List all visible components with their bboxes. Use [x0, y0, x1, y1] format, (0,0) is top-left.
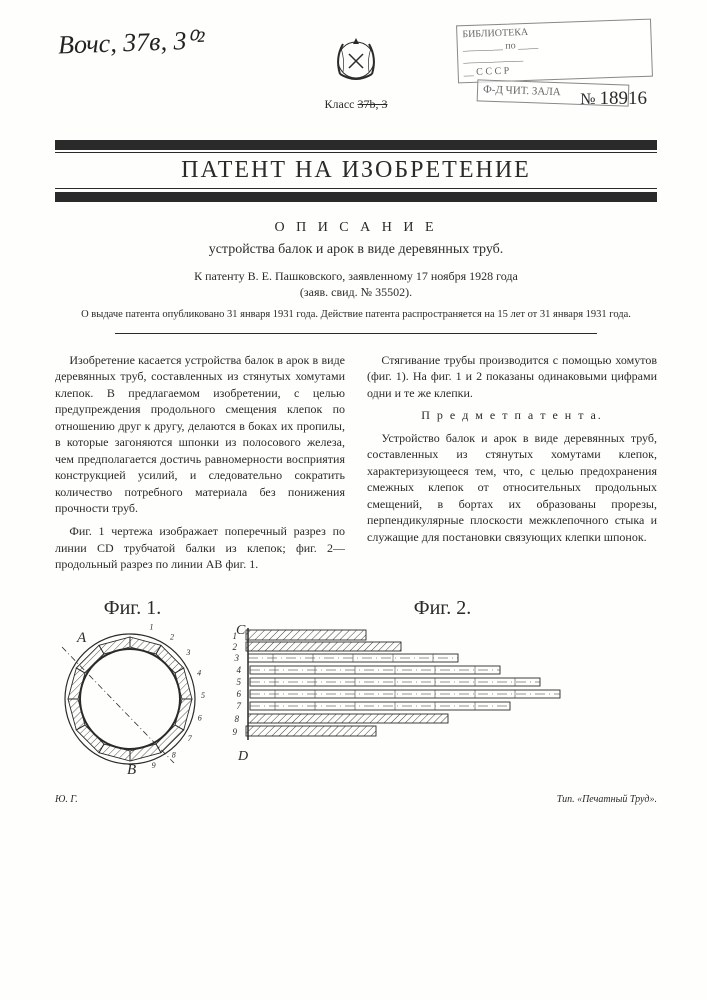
applicant-meta: К патенту В. Е. Пашковского, заявленному…: [55, 268, 657, 300]
claim-heading: П р е д м е т п а т е н т а.: [367, 407, 657, 424]
body-paragraph: Стягивание трубы производится с помощью …: [367, 352, 657, 402]
svg-text:8: 8: [235, 714, 240, 724]
figure-2-label: Фиг. 2.: [228, 597, 657, 620]
title-banner: ПАТЕНТ НА ИЗОБРЕТЕНИЕ: [55, 140, 657, 202]
figures-row: Фиг. 1. AB123456789 Фиг. 2. 123456789CD: [55, 597, 657, 784]
svg-text:4: 4: [197, 668, 201, 677]
svg-text:2: 2: [233, 642, 238, 652]
applicant-line: К патенту В. Е. Пашковского, заявленному…: [55, 268, 657, 284]
svg-text:4: 4: [237, 665, 242, 675]
column-left: Изобретение касается устройства балок в …: [55, 352, 345, 579]
patent-no-value: 18916: [600, 88, 648, 109]
body-paragraph: Изобретение касается устройства балок в …: [55, 352, 345, 517]
svg-text:6: 6: [198, 713, 202, 722]
svg-text:3: 3: [234, 653, 240, 663]
class-label: Класс: [325, 97, 355, 111]
publication-note: О выдаче патента опубликовано 31 января …: [55, 308, 657, 322]
svg-text:5: 5: [237, 677, 242, 687]
svg-text:7: 7: [237, 701, 242, 711]
svg-text:B: B: [127, 762, 136, 778]
svg-text:D: D: [237, 749, 248, 764]
svg-text:1: 1: [150, 624, 154, 631]
figure-2: Фиг. 2. 123456789CD: [228, 597, 657, 769]
figure-1-svg: A B 1 2 3 4 5 6 7 8 9: [55, 624, 210, 779]
svg-text:9: 9: [152, 761, 156, 770]
svg-text:2: 2: [170, 632, 174, 641]
banner-text: ПАТЕНТ НА ИЗОБРЕТЕНИЕ: [55, 152, 657, 189]
footer: Ю. Г. Тип. «Печатный Труд».: [55, 794, 657, 805]
invention-title: устройства балок и арок в виде деревянны…: [55, 242, 657, 258]
figure-1: Фиг. 1. A B 1 2 3 4 5 6 7 8 9: [55, 597, 210, 784]
svg-text:8: 8: [172, 750, 176, 759]
body-paragraph: Фиг. 1 чертежа изображает поперечный раз…: [55, 523, 345, 573]
svg-text:6: 6: [237, 689, 242, 699]
footer-right: Тип. «Печатный Труд».: [557, 794, 657, 805]
emblem-icon: [325, 30, 387, 88]
body-columns: Изобретение касается устройства балок в …: [55, 352, 657, 579]
application-number: (заяв. свид. № 35502).: [55, 284, 657, 300]
svg-text:3: 3: [185, 648, 190, 657]
column-right: Стягивание трубы производится с помощью …: [367, 352, 657, 579]
svg-text:A: A: [76, 630, 87, 646]
handwritten-note: Вочс, 37в, 3⁰²: [58, 25, 206, 60]
svg-text:9: 9: [233, 727, 238, 737]
section-heading: О П И С А Н И Е: [55, 220, 657, 236]
svg-text:7: 7: [188, 734, 193, 743]
footer-left: Ю. Г.: [55, 794, 78, 805]
patent-no-prefix: №: [580, 91, 595, 108]
figure-2-svg: 123456789CD: [228, 624, 588, 764]
claim-paragraph: Устройство балок и арок в виде деревянны…: [367, 430, 657, 546]
divider: [115, 333, 597, 334]
patent-number: № 18916: [580, 88, 647, 110]
svg-text:C: C: [236, 624, 246, 638]
figure-1-label: Фиг. 1.: [55, 597, 210, 620]
class-value-struck: 37b, 3: [357, 97, 387, 111]
stamp-library: БИБЛИОТЕКА ________ по ____ ____________…: [456, 19, 653, 84]
svg-text:5: 5: [201, 691, 205, 700]
